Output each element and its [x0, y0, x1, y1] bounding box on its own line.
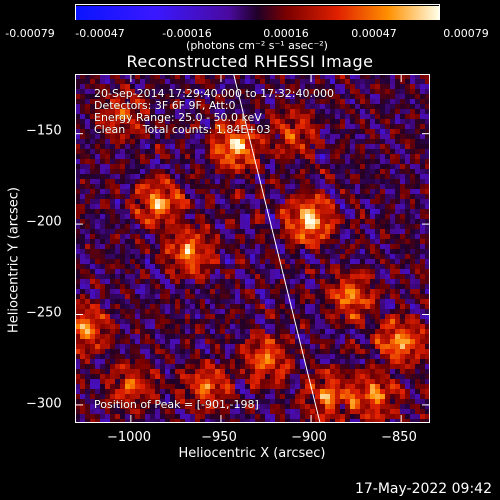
x-tick-label: −900 [291, 430, 327, 445]
plot-frame [75, 74, 430, 423]
y-tick-label: −150 [26, 123, 62, 139]
x-tick-label: −950 [201, 430, 237, 445]
y-tick-label: −250 [26, 305, 62, 321]
y-tick-label: −200 [26, 214, 62, 230]
plot-area [75, 74, 430, 423]
heatmap-image [75, 74, 430, 423]
annotation-detectors: Detectors: 3F 6F 9F, Att:0 [94, 99, 236, 112]
x-axis-label: Heliocentric X (arcsec) [178, 446, 326, 461]
timestamp: 17-May-2022 09:42 [354, 481, 492, 497]
plot-title: Reconstructed RHESSI Image [126, 52, 374, 71]
colorbar-unit: (photons cm⁻² s⁻¹ asec⁻²) [186, 39, 328, 52]
colorbar [75, 4, 440, 20]
y-axis-label: Heliocentric Y (arcsec) [6, 187, 22, 333]
colorbar-tick: -0.00047 [75, 27, 125, 40]
annotation-time-range: 20-Sep-2014 17:29:40.000 to 17:32:40.000 [94, 87, 334, 100]
colorbar-tick: -0.00079 [5, 27, 55, 40]
colorbar-tick: 0.00047 [351, 27, 397, 40]
solar-limb-line [233, 74, 321, 423]
colorbar-tick: 0.00016 [263, 27, 309, 40]
annotation-energy-range: Energy Range: 25.0 - 50.0 keV [94, 111, 262, 124]
colorbar-tick: -0.00016 [162, 27, 212, 40]
colorbar-tick: 0.00079 [443, 27, 489, 40]
annotation-peak-position: Position of Peak = [-901,-198] [94, 398, 259, 411]
colorbar-gradient [76, 6, 439, 20]
y-tick-label: −300 [26, 396, 62, 412]
x-tick-label: −1000 [107, 430, 151, 445]
x-tick-label: −850 [381, 430, 417, 445]
annotation-counts: Clean Total counts: 1.84E+03 [94, 123, 271, 136]
heatmap-cells [75, 74, 430, 423]
